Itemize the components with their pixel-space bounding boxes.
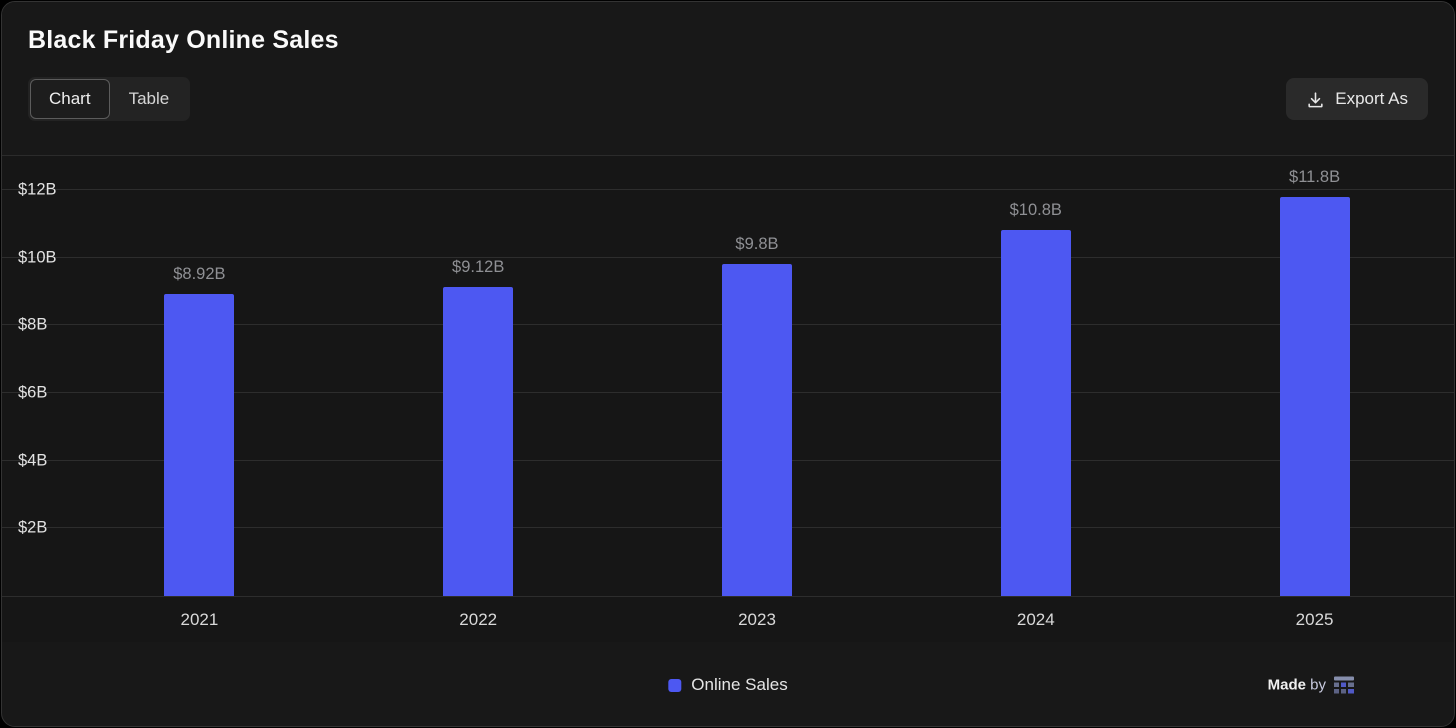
bar-value-label: $9.8B [735, 235, 779, 254]
page-title: Black Friday Online Sales [28, 26, 339, 54]
x-axis-tick-label: 2023 [738, 609, 776, 629]
bar-column-2023: $9.8B [618, 156, 897, 596]
chart-footer: Online Sales Made by [2, 642, 1454, 726]
bar-2025[interactable] [1279, 196, 1350, 596]
y-axis-tick-label: $2B [18, 518, 48, 537]
legend-swatch-icon [668, 678, 682, 692]
maker-logo-icon [1334, 676, 1354, 694]
export-button-label: Export As [1335, 89, 1408, 108]
download-icon [1306, 90, 1325, 109]
x-axis-tick-label: 2022 [459, 609, 498, 629]
bar-column-2025: $11.8B [1175, 156, 1454, 596]
x-axis-tick-label: 2025 [1295, 609, 1334, 629]
bar-value-label: $10.8B [1009, 201, 1062, 220]
bar-value-label: $11.8B [1289, 167, 1341, 186]
made-by-text: Made by [1267, 676, 1326, 694]
y-axis-tick-label: $10B [18, 248, 57, 267]
bar-2022[interactable] [443, 287, 514, 596]
bar-value-label: $8.92B [173, 265, 226, 284]
legend: Online Sales [668, 675, 788, 695]
view-toggle: Chart Table [28, 77, 191, 121]
chart-header: Black Friday Online Sales Chart Table Ex… [2, 2, 1454, 156]
export-button[interactable]: Export As [1286, 78, 1428, 120]
tab-chart[interactable]: Chart [30, 79, 110, 119]
bar-2024[interactable] [1000, 230, 1071, 596]
y-axis-tick-label: $8B [18, 315, 48, 334]
bar-2023[interactable] [721, 264, 792, 596]
x-axis: 2021 2022 2023 2024 2025 [2, 596, 1454, 642]
x-axis-tick-label: 2021 [180, 609, 219, 629]
bar-column-2024: $10.8B [896, 156, 1175, 596]
y-axis-tick-label: $4B [18, 451, 48, 470]
bar-2021[interactable] [164, 294, 235, 596]
bar-column-2021: $8.92B [60, 156, 339, 596]
controls-row: Chart Table Export As [28, 77, 1428, 121]
plot-area: $2B $4B $6B $8B $10B $12B $8.92B $9.12B $9.8B $10… [2, 156, 1454, 596]
y-axis-tick-label: $6B [18, 383, 48, 402]
gridline [2, 256, 1454, 258]
bars-container: $8.92B $9.12B $9.8B $10.8B $11.8B [2, 156, 1454, 596]
x-axis-tick-label: 2024 [1016, 609, 1055, 629]
bar-column-2022: $9.12B [339, 156, 618, 596]
bar-chart: $2B $4B $6B $8B $10B $12B $8.92B $9.12B $9.8B $10… [2, 156, 1454, 642]
gridline [2, 188, 1454, 190]
bar-value-label: $9.12B [452, 258, 505, 277]
legend-label: Online Sales [691, 675, 788, 694]
tab-table[interactable]: Table [110, 79, 189, 119]
y-axis-tick-label: $12B [18, 180, 57, 199]
made-by-badge[interactable]: Made by [1267, 676, 1354, 694]
